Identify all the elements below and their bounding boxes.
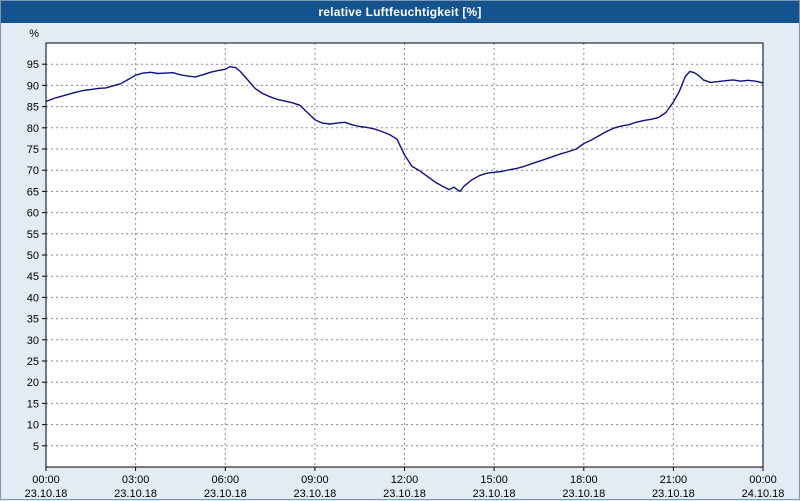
svg-text:15:00: 15:00 — [480, 474, 508, 486]
svg-text:75: 75 — [27, 144, 39, 156]
svg-text:10: 10 — [27, 420, 39, 432]
svg-text:90: 90 — [27, 80, 39, 92]
svg-text:21:00: 21:00 — [660, 474, 688, 486]
svg-text:45: 45 — [27, 271, 39, 283]
svg-text:25: 25 — [27, 356, 39, 368]
svg-text:40: 40 — [27, 292, 39, 304]
svg-text:23.10.18: 23.10.18 — [25, 488, 68, 500]
svg-text:23.10.18: 23.10.18 — [473, 488, 516, 500]
svg-text:24.10.18: 24.10.18 — [742, 488, 785, 500]
svg-text:85: 85 — [27, 102, 39, 114]
svg-text:%: % — [29, 28, 39, 40]
window-titlebar: relative Luftfeuchtigkeit [%] — [1, 1, 799, 23]
svg-text:06:00: 06:00 — [212, 474, 240, 486]
svg-text:12:00: 12:00 — [391, 474, 419, 486]
svg-text:5: 5 — [33, 441, 39, 453]
chart-title: relative Luftfeuchtigkeit [%] — [318, 5, 482, 19]
svg-text:23.10.18: 23.10.18 — [652, 488, 695, 500]
svg-text:23.10.18: 23.10.18 — [562, 488, 605, 500]
svg-text:09:00: 09:00 — [301, 474, 329, 486]
svg-text:95: 95 — [27, 59, 39, 71]
chart-area: 5 10 15 20 25 30 35 40 45 50 55 60 65 70 75 80 85 90 95% 00… — [1, 23, 799, 501]
svg-text:60: 60 — [27, 208, 39, 220]
svg-text:03:00: 03:00 — [122, 474, 150, 486]
svg-text:00:00: 00:00 — [32, 474, 60, 486]
svg-text:55: 55 — [27, 229, 39, 241]
svg-text:23.10.18: 23.10.18 — [114, 488, 157, 500]
svg-text:20: 20 — [27, 377, 39, 389]
svg-text:00:00: 00:00 — [749, 474, 777, 486]
svg-text:30: 30 — [27, 335, 39, 347]
svg-text:50: 50 — [27, 250, 39, 262]
humidity-line-chart: 5 10 15 20 25 30 35 40 45 50 55 60 65 70 75 80 85 90 95% 00… — [25, 28, 785, 500]
svg-text:70: 70 — [27, 165, 39, 177]
svg-text:23.10.18: 23.10.18 — [293, 488, 336, 500]
svg-text:23.10.18: 23.10.18 — [204, 488, 247, 500]
svg-text:80: 80 — [27, 123, 39, 135]
svg-text:15: 15 — [27, 398, 39, 410]
svg-text:35: 35 — [27, 314, 39, 326]
svg-text:65: 65 — [27, 186, 39, 198]
svg-text:18:00: 18:00 — [570, 474, 598, 486]
svg-text:23.10.18: 23.10.18 — [383, 488, 426, 500]
